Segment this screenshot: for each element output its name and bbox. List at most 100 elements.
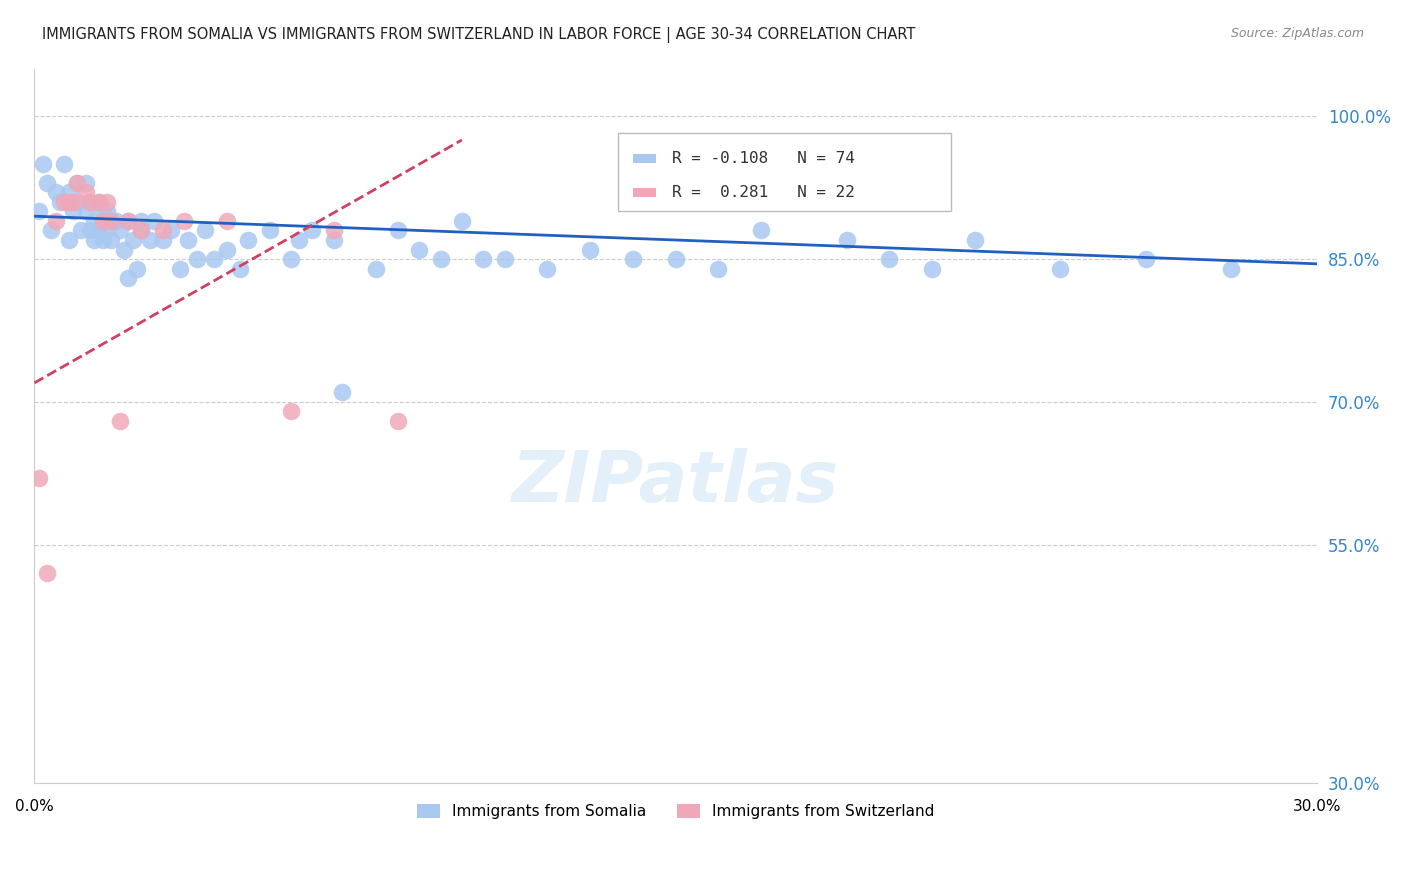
Point (66, 176, 89, 190)
Point (139, 233, 162, 247)
Point (215, 214, 238, 228)
Point (83, 214, 105, 228)
Point (177, 233, 200, 247)
Point (70, 223, 93, 237)
Point (152, 223, 174, 237)
Point (921, 261, 943, 276)
Point (330, 385, 353, 400)
Point (236, 233, 259, 247)
Point (129, 223, 152, 237)
Point (75, 204, 97, 219)
Point (100, 214, 122, 228)
Point (79, 194, 101, 209)
Point (58, 194, 80, 209)
Point (1135, 252, 1157, 266)
Point (100, 214, 122, 228)
Point (301, 223, 323, 237)
Point (91, 214, 114, 228)
Point (87, 223, 110, 237)
Point (143, 214, 166, 228)
Point (112, 243, 135, 257)
Point (202, 252, 225, 266)
Point (387, 223, 409, 237)
Point (494, 252, 516, 266)
Point (91, 204, 114, 219)
Point (228, 261, 250, 276)
Point (121, 233, 143, 247)
Point (87, 194, 110, 209)
Point (186, 252, 208, 266)
Point (169, 261, 191, 276)
Point (387, 414, 409, 428)
Point (1049, 261, 1071, 276)
Point (79, 194, 101, 209)
Point (62, 194, 84, 209)
Point (288, 233, 311, 247)
Point (37, 176, 59, 190)
Point (280, 404, 302, 418)
Point (621, 252, 644, 266)
Point (87, 194, 110, 209)
Point (429, 252, 451, 266)
Point (75, 186, 97, 200)
Point (125, 261, 148, 276)
Point (32, 157, 55, 171)
Point (129, 214, 152, 228)
Point (62, 204, 84, 219)
Point (117, 271, 139, 285)
Point (96, 204, 118, 219)
Point (45, 186, 67, 200)
Point (58, 186, 80, 200)
Point (879, 252, 901, 266)
Text: Source: ZipAtlas.com: Source: ZipAtlas.com (1230, 27, 1364, 40)
Text: R = -0.108   N = 74: R = -0.108 N = 74 (672, 151, 855, 166)
Point (259, 223, 281, 237)
Point (83, 233, 105, 247)
Point (96, 223, 118, 237)
Point (66, 176, 89, 190)
Point (194, 223, 217, 237)
Point (129, 223, 152, 237)
Text: R =  0.281   N = 22: R = 0.281 N = 22 (672, 186, 855, 201)
Text: ZIPatlas: ZIPatlas (512, 449, 839, 517)
FancyBboxPatch shape (617, 133, 952, 211)
Point (117, 214, 139, 228)
Point (536, 261, 558, 276)
Point (27, 471, 49, 485)
Point (75, 176, 97, 190)
Point (579, 243, 602, 257)
Point (108, 414, 131, 428)
Point (451, 214, 474, 228)
Point (45, 214, 67, 228)
FancyBboxPatch shape (633, 188, 657, 197)
Point (408, 243, 430, 257)
Point (66, 194, 89, 209)
Point (58, 233, 80, 247)
Point (835, 233, 858, 247)
Point (215, 243, 238, 257)
FancyBboxPatch shape (633, 153, 657, 162)
Point (104, 214, 127, 228)
Point (322, 233, 344, 247)
Point (160, 223, 183, 237)
Point (96, 194, 118, 209)
Point (152, 233, 174, 247)
Point (49, 194, 72, 209)
Point (280, 252, 302, 266)
Point (173, 214, 195, 228)
Point (322, 223, 344, 237)
Point (79, 223, 101, 237)
Point (749, 223, 772, 237)
Point (665, 252, 688, 266)
Point (108, 223, 131, 237)
Point (53, 194, 76, 209)
Point (707, 261, 730, 276)
Point (366, 261, 388, 276)
Point (100, 233, 122, 247)
Point (1220, 261, 1243, 276)
Point (963, 233, 986, 247)
Point (117, 214, 139, 228)
Point (37, 566, 59, 581)
Point (27, 204, 49, 219)
Point (472, 252, 495, 266)
